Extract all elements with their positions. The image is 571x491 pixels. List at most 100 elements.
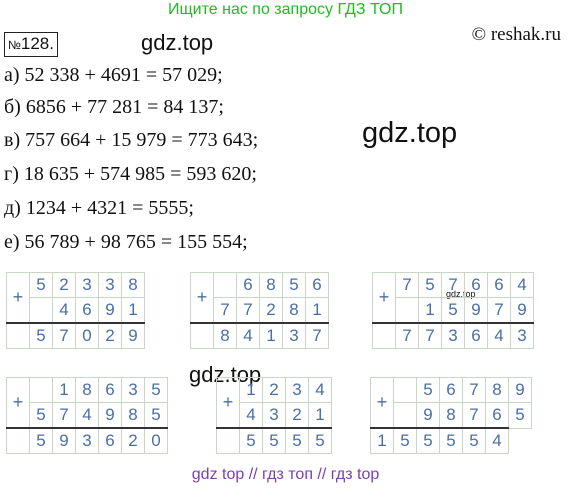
digit-cell: 9 [416, 402, 440, 429]
digit-cell: 4 [308, 377, 332, 403]
digit-cell: 6 [98, 377, 122, 403]
digit-cell: 1 [305, 297, 329, 324]
digit-cell [393, 377, 417, 403]
addend-row: +7 5 7 6 6 4 [372, 272, 534, 324]
digit-cell: 8 [439, 402, 463, 429]
digit-cell: 7 [441, 272, 465, 298]
digit-cell: 5 [282, 272, 306, 298]
digit-cell: 5 [416, 377, 440, 403]
digit-cell [29, 297, 53, 324]
digit-cell: 5 [462, 427, 486, 454]
digit-cell: 7 [305, 322, 329, 349]
digit-cell [190, 322, 214, 349]
digit-cell: 6 [75, 297, 99, 324]
digit-cell: 5 [308, 427, 332, 454]
digit-cell: 2 [121, 427, 145, 454]
digit-cell: 6 [464, 322, 488, 349]
digit-cell: 7 [462, 377, 486, 403]
digit-cell [6, 427, 30, 454]
digit-cell: 5 [418, 272, 442, 298]
digit-cell: 5 [508, 402, 532, 429]
digit-cell [372, 322, 396, 349]
digit-cell: 5 [29, 322, 53, 349]
digit-cell: 6 [464, 272, 488, 298]
digit-cell: 6 [305, 272, 329, 298]
number-sign: № [8, 38, 21, 52]
digit-cell: 2 [98, 322, 122, 349]
digit-cell: 9 [508, 377, 532, 403]
footer-links[interactable]: gdz top // гдз топ // гдз top [191, 466, 380, 483]
digit-cell: 3 [75, 427, 99, 454]
digit-cell: 8 [259, 272, 283, 298]
watermark: gdz.top [362, 117, 458, 149]
plus-sign: + [372, 272, 396, 324]
digit-cell: 2 [259, 297, 283, 324]
digit-cell: 4 [485, 427, 509, 454]
digit-cell: 4 [239, 402, 263, 429]
digit-cell: 4 [236, 322, 260, 349]
addition-grid: +6 8 5 6 7 7 2 8 1 8 4 1 3 7 [190, 272, 329, 349]
equation-a: а) 52 338 + 4691 = 57 029; [4, 64, 223, 86]
digit-cell: 1 [259, 322, 283, 349]
digit-cell [6, 322, 30, 349]
addition-grid: +1 8 6 3 5 5 7 4 9 8 5 5 9 3 6 2 0 [6, 377, 168, 454]
digit-cell: 7 [395, 272, 419, 298]
equation-f: е) 56 789 + 98 765 = 155 554; [4, 231, 248, 253]
digit-cell: 7 [52, 402, 76, 429]
digit-cell: 9 [98, 402, 122, 429]
watermark: gdz.top [141, 30, 214, 55]
top-banner[interactable]: Ищите нас по запросу ГДЗ ТОП [168, 1, 403, 18]
digit-cell: 3 [285, 377, 309, 403]
equation-c: в) 757 664 + 15 979 = 773 643; [4, 129, 259, 151]
addend-row: +5 6 7 8 9 [370, 377, 532, 429]
digit-cell: 3 [510, 322, 534, 349]
digit-cell [393, 402, 417, 429]
equation-e: д) 1234 + 4321 = 5555; [4, 197, 194, 219]
digit-cell: 5 [29, 427, 53, 454]
addition-grid: +7 5 7 6 6 4 1 5 9 7 9 7 7 3 6 4 3 [372, 272, 534, 349]
digit-cell: 7 [418, 322, 442, 349]
digit-cell: 7 [213, 297, 237, 324]
plus-sign: + [370, 377, 394, 429]
addend-row: +1 2 3 4 [216, 377, 332, 429]
digit-cell: 5 [441, 297, 465, 324]
digit-cell: 3 [98, 272, 122, 298]
digit-cell: 1 [52, 377, 76, 403]
digit-cell: 9 [121, 322, 145, 349]
digit-cell: 5 [439, 427, 463, 454]
digit-cell: 9 [464, 297, 488, 324]
plus-sign: + [6, 272, 30, 324]
equation-b: б) 6856 + 77 281 = 84 137; [4, 96, 224, 118]
copyright-label: © reshak.ru [471, 24, 561, 45]
digit-cell: 7 [236, 297, 260, 324]
digit-cell: 1 [370, 427, 394, 454]
digit-cell: 9 [52, 427, 76, 454]
digit-cell: 6 [487, 272, 511, 298]
digit-cell: 5 [262, 427, 286, 454]
plus-sign: + [6, 377, 30, 429]
digit-cell: 7 [52, 322, 76, 349]
addition-grid: +5 2 3 3 8 4 6 9 1 5 7 0 2 9 [6, 272, 145, 349]
addition-grid: +1 2 3 4 4 3 2 1 5 5 5 5 [216, 377, 332, 454]
digit-cell: 2 [262, 377, 286, 403]
digit-cell [213, 272, 237, 298]
digit-cell: 8 [121, 272, 145, 298]
digit-cell: 9 [98, 297, 122, 324]
digit-cell: 1 [308, 402, 332, 429]
digit-cell: 5 [285, 427, 309, 454]
digit-cell: 6 [485, 402, 509, 429]
digit-cell: 8 [75, 377, 99, 403]
digit-cell: 1 [418, 297, 442, 324]
digit-cell: 6 [98, 427, 122, 454]
digit-cell: 1 [239, 377, 263, 403]
digit-cell: 8 [121, 402, 145, 429]
